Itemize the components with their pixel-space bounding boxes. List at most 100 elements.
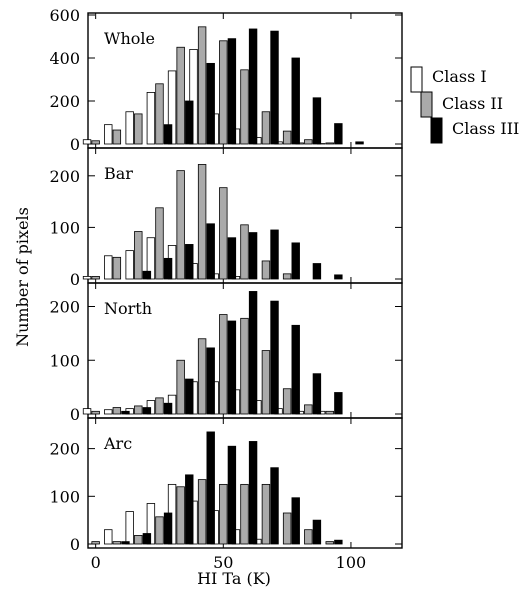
bar-class-iii: [207, 224, 215, 279]
y-tick-label: 0: [70, 270, 80, 289]
bar-class-ii: [262, 261, 270, 279]
bar-class-ii: [92, 411, 100, 414]
bar-class-iii: [292, 243, 300, 279]
legend-swatch-class-i: [411, 67, 422, 92]
bar-class-iii: [207, 348, 215, 414]
bar-class-iii: [271, 230, 279, 279]
bar-class-i: [126, 112, 134, 144]
bar-class-ii: [134, 232, 142, 279]
bar-class-iii: [143, 271, 151, 279]
bar-class-iii: [164, 258, 172, 279]
bar-class-iii: [249, 291, 257, 414]
bar-class-iii: [249, 29, 257, 144]
bar-class-iii: [164, 125, 172, 144]
panel-label: Bar: [104, 164, 133, 183]
bar-class-iii: [122, 411, 130, 414]
bar-class-iii: [228, 446, 236, 544]
bar-class-ii: [156, 517, 164, 544]
bar-class-i: [126, 251, 134, 279]
bar-class-iii: [207, 432, 215, 544]
bar-class-ii: [305, 405, 313, 414]
bar-class-iii: [228, 39, 236, 144]
bar-class-iii: [335, 275, 343, 279]
bar-class-iii: [185, 379, 193, 414]
y-tick-label: 200: [49, 167, 80, 186]
x-tick-label: 0: [91, 553, 101, 572]
bar-class-iii: [143, 408, 151, 414]
y-tick-label: 200: [49, 92, 80, 111]
bar-class-iii: [313, 98, 321, 144]
bar-class-ii: [220, 315, 228, 414]
bar-class-ii: [177, 487, 185, 544]
bar-class-iii: [292, 325, 300, 414]
bar-class-ii: [134, 114, 142, 144]
bar-class-iii: [313, 374, 321, 414]
bar-class-iii: [143, 534, 151, 544]
bar-class-ii: [241, 70, 249, 144]
bar-class-i: [83, 140, 91, 144]
bar-class-ii: [113, 408, 121, 414]
bar-class-iii: [292, 58, 300, 144]
bar-class-ii: [283, 513, 291, 544]
bar-class-ii: [262, 112, 270, 144]
bar-class-iii: [335, 124, 343, 144]
bar-class-ii: [134, 535, 142, 544]
bar-class-iii: [249, 233, 257, 279]
bar-class-iii: [164, 403, 172, 414]
bar-class-iii: [122, 542, 130, 544]
bar-class-ii: [113, 130, 121, 144]
bar-class-ii: [92, 542, 100, 544]
bar-class-ii: [220, 188, 228, 279]
y-tick-label: 100: [49, 487, 80, 506]
bar-class-ii: [305, 140, 313, 144]
bar-class-ii: [283, 131, 291, 144]
bar-class-iii: [313, 264, 321, 279]
bar-class-iii: [335, 540, 343, 544]
bar-class-ii: [156, 84, 164, 144]
bar-class-ii: [177, 171, 185, 279]
y-axis-label: Number of pixels: [13, 207, 32, 347]
bar-class-iii: [335, 393, 343, 415]
y-tick-label: 600: [49, 6, 80, 25]
bar-class-iii: [356, 142, 364, 144]
bar-class-iii: [185, 244, 193, 279]
bar-class-i: [126, 512, 134, 544]
panel-label: Whole: [104, 29, 155, 48]
bar-class-ii: [198, 164, 206, 279]
bar-class-ii: [220, 484, 228, 544]
bar-class-iii: [164, 513, 172, 544]
bar-class-ii: [241, 484, 249, 544]
bar-class-i: [104, 125, 112, 144]
bar-class-ii: [198, 480, 206, 544]
bar-class-ii: [134, 406, 142, 414]
bar-class-iii: [228, 321, 236, 414]
bar-class-i: [83, 409, 91, 414]
bar-class-ii: [220, 41, 228, 144]
y-tick-label: 0: [70, 405, 80, 424]
bar-class-iii: [228, 238, 236, 279]
x-axis-label: HI Ta (K): [197, 569, 271, 588]
bar-class-iii: [207, 63, 215, 144]
bar-class-ii: [113, 542, 121, 544]
bar-class-i: [83, 276, 91, 279]
bar-class-ii: [92, 276, 100, 279]
bar-class-iii: [185, 475, 193, 544]
x-tick-label: 100: [336, 553, 367, 572]
legend-swatch-class-ii: [421, 92, 432, 117]
bar-class-ii: [198, 339, 206, 414]
bar-class-ii: [198, 27, 206, 144]
bar-class-ii: [113, 257, 121, 279]
bar-class-ii: [326, 143, 334, 144]
panel-label: North: [104, 299, 152, 318]
bar-class-ii: [241, 225, 249, 279]
bar-class-ii: [326, 411, 334, 414]
bar-class-iii: [271, 468, 279, 544]
bar-class-iii: [292, 498, 300, 544]
bar-class-iii: [249, 441, 257, 544]
